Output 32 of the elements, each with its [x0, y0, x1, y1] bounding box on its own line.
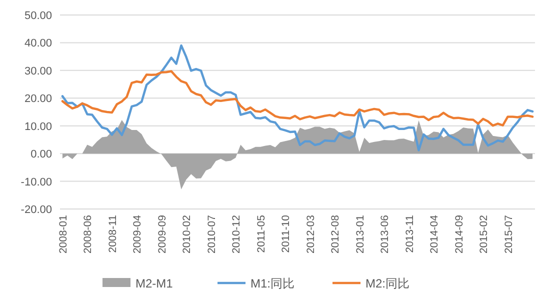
x-tick-label: 2014-09: [453, 214, 466, 254]
x-tick-label: 2015-02: [478, 214, 490, 254]
x-tick-label: 2008-01: [57, 214, 70, 254]
y-tick-label: -20.00: [20, 204, 52, 216]
x-tick-label: 2011-10: [280, 214, 292, 253]
x-tick-label: 2011-05: [255, 214, 268, 253]
y-tick-label: 40.00: [24, 38, 52, 50]
y-tick-label: -10.00: [20, 176, 52, 188]
x-tick-label: 2008-06: [82, 214, 94, 254]
legend-label: M2:同比: [366, 276, 410, 290]
line-series: [61, 70, 534, 127]
y-tick-label: 0.00: [30, 148, 52, 161]
y-tick-label: 10.00: [24, 120, 52, 133]
x-tick-label: 2014-04: [428, 214, 441, 254]
x-tick-label: 2012-08: [330, 214, 342, 254]
x-tick-label: 2015-07: [502, 214, 515, 254]
x-tick-label: 2009-09: [156, 214, 168, 254]
x-tick-label: 2012-03: [304, 214, 317, 254]
y-tick-label: 20.00: [24, 93, 52, 106]
x-tick-label: 2010-07: [206, 214, 218, 254]
x-tick-label: 2013-01: [354, 214, 366, 254]
x-tick-label: 2009-04: [132, 214, 144, 254]
line-series: [61, 44, 534, 152]
y-tick-label: 30.00: [24, 65, 52, 78]
legend-label: M2-M1: [136, 276, 174, 290]
y-tick-label: 50.00: [24, 10, 52, 22]
legend-label: M1:同比: [250, 276, 295, 290]
x-tick-label: 2013-06: [379, 214, 392, 254]
x-tick-label: 2010-12: [230, 214, 243, 254]
x-tick-label: 2008-11: [106, 214, 119, 253]
x-tick-label: 2010-02: [181, 214, 194, 254]
x-tick-label: 2013-11: [404, 214, 416, 253]
